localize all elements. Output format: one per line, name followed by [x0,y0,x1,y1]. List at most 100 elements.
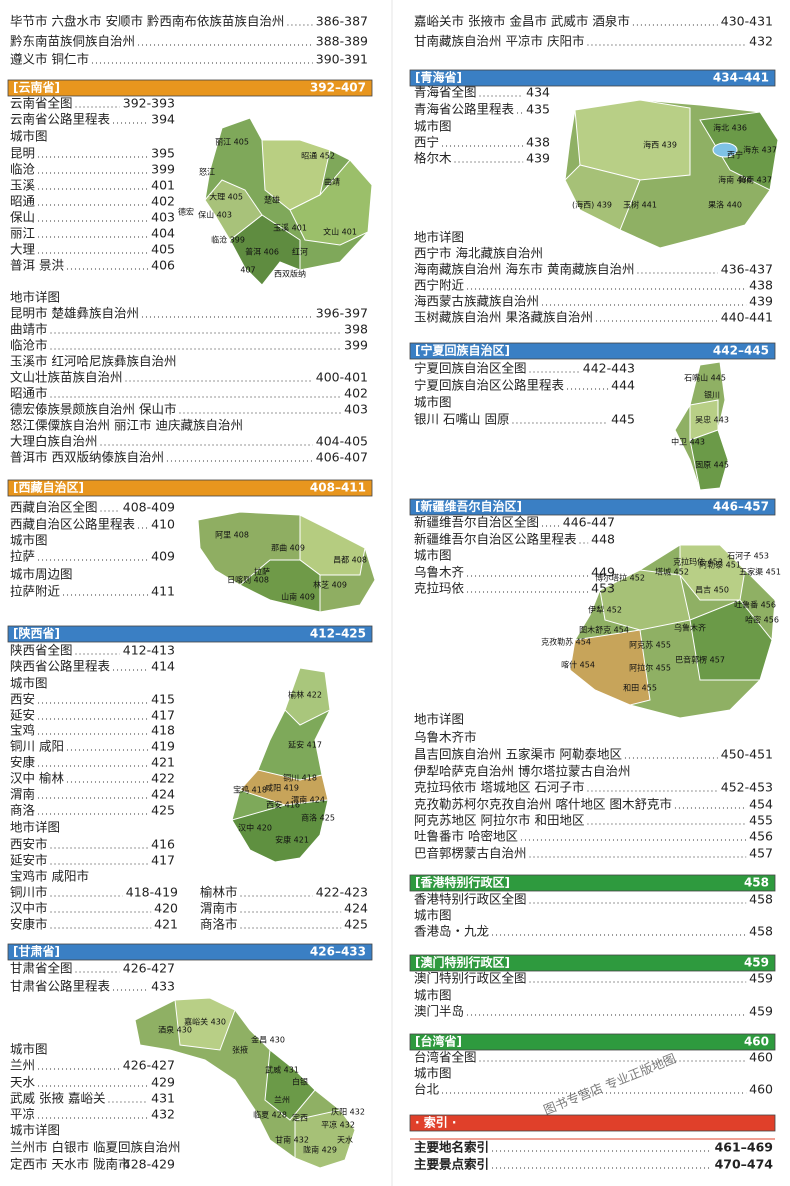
section-pages: 434–441 [713,71,769,85]
map-label: 海东 437 [743,145,777,155]
entry-text: 台北 [414,1082,440,1097]
map-label: 图木舒克 454 [579,625,629,635]
map-label: 甘南 432 [275,1135,309,1145]
entry-text: 玉溪市 红河哈尼族彝族自治州 [10,354,176,369]
map-label: 克拉玛依 453 [673,557,723,567]
entry-text: 地市详图 [10,820,60,835]
entry-page: 458 [749,924,773,939]
section-header [409,954,776,972]
entry-text: 银川 石嘴山 固原 [414,412,509,427]
section-title: [甘肃省] [13,944,60,959]
map-label: 西双版纳 [274,269,306,279]
section-header [409,69,776,87]
entry-text: 延安 [10,708,35,723]
entry-page: 390-391 [316,52,368,67]
entry-page: 388-389 [316,34,368,49]
map-label: 阿拉尔 455 [629,663,671,673]
entry-text: 城市图 [414,1066,452,1081]
entry-text: 城市图 [414,548,452,563]
entry-page: 433 [151,979,175,994]
section: · 索引 · 主要地名索引 461–469 主要景点索引 470–474 [409,1114,776,1172]
entry-text: 地市详图 [414,230,464,245]
entry-text: 城市图 [10,1042,48,1057]
entry-page: 386-387 [316,14,368,29]
entry-page: 456 [749,829,773,844]
map-label: 昌吉 450 [695,586,729,595]
map-label: 德宏 [178,207,194,217]
entry-text: 巴音郭楞蒙古自治州 [414,846,527,861]
entry-text: 大理白族自治州 [10,434,98,449]
map-label: 山南 409 [281,592,315,602]
entry-page: 418 [151,723,175,738]
entry-page: 445 [611,412,635,427]
entry-text: 甘肃省全图 [10,961,73,976]
section-title: [台湾省] [415,1034,462,1049]
entry-page: 424 [151,787,175,802]
entry-page: 428-429 [123,1157,175,1172]
entry-text: 格尔木 [414,151,452,166]
entry-text: 昭通 [10,194,36,209]
qinghai-map [564,99,779,249]
entry-text: 香港岛・九龙 [414,924,489,939]
map-label: 阿克苏 455 [629,640,671,650]
entry-text: 阿克苏地区 阿拉尔市 和田地区 [414,813,584,828]
entry-text: 地市详图 [10,290,60,305]
entry-page: 398 [344,322,368,337]
map-label: 那曲 409 [271,543,305,553]
map-label: 曲靖 [324,177,340,187]
map-label: 石嘴山 445 [684,373,726,383]
entry-page: 432 [151,1107,175,1122]
map-label: 阿勒泰 451 [699,560,741,570]
section-title: [青海省] [415,70,462,85]
entry-text: 伊犁哈萨克自治州 博尔塔拉蒙古自治州 [414,764,630,779]
entry-text: 澳门半岛 [414,1004,464,1019]
section: [甘肃省] 426–433 甘肃省全图 426-427 甘肃省公路里程表 433 城市图兰州… [7,944,373,1172]
map-label: 临夏 428 [253,1110,287,1120]
entry-text: 宝鸡 [10,723,35,738]
entry-page: 438 [526,135,550,150]
entry-page: 403 [344,402,368,417]
entry-page: 458 [749,892,773,907]
xinjiang-map [569,544,776,719]
map-label: 吐鲁番 456 [734,600,776,610]
entry-text: 吐鲁番市 哈密地区 [414,829,518,844]
entry-page: 453 [591,581,615,596]
map-label: 喀什 454 [561,660,595,670]
entry-text: 城市图 [414,988,452,1003]
entry-page: 396-397 [316,306,368,321]
entry-text: 青海省公路里程表 [414,102,515,117]
entry-text: 青海省全图 [414,85,477,100]
map-label: 宝鸡 418 [233,785,267,795]
map-label: 庆阳 432 [331,1107,365,1117]
entry-text: 普洱 景洪 [10,258,64,273]
map-label: 海西 439 [643,140,677,150]
entry-text: 昌吉回族自治州 五家渠市 阿勒泰地区 [414,747,622,762]
section-header [409,1114,776,1132]
entry-page: 435 [526,102,550,117]
entry-page: 422 [151,771,175,786]
map-label: 西宁 [727,150,743,160]
entry-text: 大理 [10,242,36,257]
entry-page: 457 [749,846,773,861]
map-label: 武威 431 [265,1065,299,1075]
map-label: 嘉峪关 430 [184,1017,226,1027]
entry-text: 保山 [10,210,35,225]
entry-page: 409 [151,549,175,564]
entry-text: 城市图 [10,129,48,144]
entry-page: 417 [151,853,175,868]
map-label: 407 [240,266,255,275]
entry-text: 昆明 [10,146,35,161]
entry-page: 438 [749,278,773,293]
entry-text: 定西市 天水市 陇南市 [10,1157,130,1172]
entry-text: 宁夏回族自治区公路里程表 [414,378,565,393]
map-label: 固原 445 [695,461,729,470]
entry-page: 405 [151,242,175,257]
entry-text: 兰州市 白银市 临夏回族自治州 [10,1140,180,1155]
section-title: [澳门特别行政区] [415,955,510,970]
section-header [409,498,776,516]
map-label: 定西 [292,1113,308,1123]
map-label: 汉中 420 [238,823,272,833]
entry-page: 399 [151,162,175,177]
